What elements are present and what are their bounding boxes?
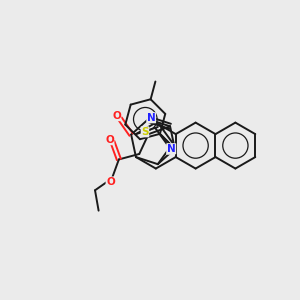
Text: O: O [106, 177, 115, 187]
Text: N: N [147, 113, 156, 123]
Text: O: O [112, 111, 121, 121]
Text: O: O [105, 135, 114, 145]
Text: S: S [167, 144, 174, 154]
Text: N: N [167, 144, 176, 154]
Text: S: S [141, 127, 149, 137]
